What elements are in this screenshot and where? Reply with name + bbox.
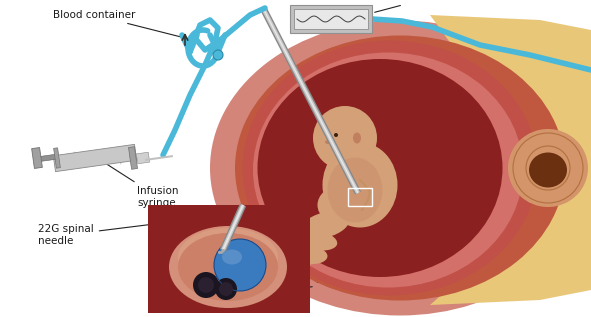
Ellipse shape (508, 129, 588, 207)
Ellipse shape (293, 246, 327, 264)
Ellipse shape (350, 152, 369, 178)
Ellipse shape (472, 98, 508, 122)
Circle shape (215, 278, 237, 300)
Ellipse shape (210, 21, 590, 315)
Ellipse shape (289, 256, 311, 270)
Circle shape (313, 106, 377, 170)
Ellipse shape (301, 211, 349, 239)
Ellipse shape (344, 151, 366, 173)
Ellipse shape (222, 249, 242, 264)
Bar (128, 147, 138, 169)
Bar (294, 9, 368, 29)
Ellipse shape (466, 219, 494, 241)
Bar (38, 154, 56, 162)
Ellipse shape (337, 158, 358, 192)
Ellipse shape (323, 143, 398, 228)
Ellipse shape (235, 36, 565, 301)
Circle shape (193, 272, 219, 298)
Ellipse shape (258, 59, 502, 277)
Bar (145, 155, 173, 161)
Text: Umbilical arteries: Umbilical arteries (310, 275, 407, 287)
Bar (290, 5, 372, 33)
Circle shape (334, 133, 338, 137)
Circle shape (214, 239, 266, 291)
Text: Infusion
syringe: Infusion syringe (108, 165, 178, 208)
Ellipse shape (490, 141, 520, 169)
Ellipse shape (293, 230, 337, 251)
Bar (148, 205, 310, 313)
Ellipse shape (242, 41, 537, 295)
Ellipse shape (178, 233, 278, 301)
Circle shape (219, 282, 233, 296)
Polygon shape (430, 15, 591, 305)
Ellipse shape (253, 53, 523, 288)
Ellipse shape (325, 140, 331, 144)
Text: Blood container: Blood container (53, 10, 190, 39)
Bar (137, 152, 150, 164)
Ellipse shape (479, 183, 511, 207)
Ellipse shape (178, 228, 278, 286)
Bar (348, 188, 372, 206)
Text: Umbilical vein: Umbilical vein (310, 252, 389, 265)
Circle shape (198, 277, 214, 293)
Text: Ultrasound transducer: Ultrasound transducer (374, 0, 491, 12)
Ellipse shape (169, 226, 287, 308)
Bar (53, 144, 137, 171)
Ellipse shape (317, 186, 362, 224)
Text: 22G spinal
needle: 22G spinal needle (38, 213, 240, 246)
Ellipse shape (529, 152, 567, 187)
Circle shape (213, 50, 223, 60)
Ellipse shape (357, 150, 379, 170)
Ellipse shape (327, 158, 382, 223)
Ellipse shape (353, 133, 361, 144)
Bar (32, 147, 43, 168)
Bar (54, 148, 60, 168)
